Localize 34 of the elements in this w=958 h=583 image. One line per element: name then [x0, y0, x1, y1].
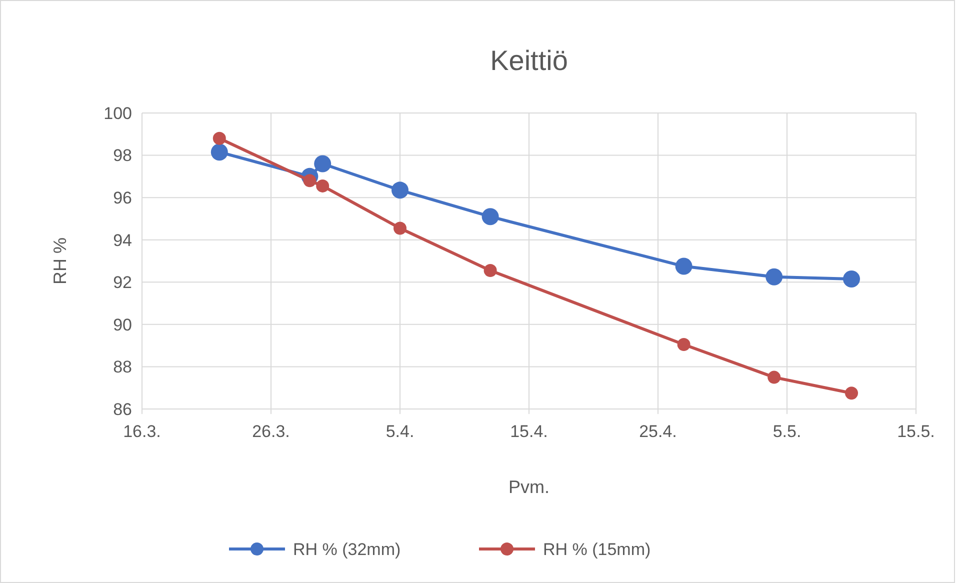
point: [392, 182, 408, 199]
point: [210, 144, 228, 161]
point: [768, 370, 781, 384]
x-axis-title: Pvm.: [508, 477, 550, 497]
x-tick-label: 5.5.: [772, 422, 802, 441]
point: [316, 179, 330, 192]
y-tick-label: 92: [113, 273, 132, 292]
y-tick-label: 98: [113, 146, 132, 166]
y-tick-label: 88: [113, 358, 132, 377]
y-tick-label: 96: [113, 188, 132, 208]
x-tick-label: 5.4.: [386, 422, 414, 441]
y-tick-label: 100: [104, 104, 132, 123]
point: [677, 338, 690, 352]
point: [314, 155, 332, 172]
x-tick-label: 15.4.: [510, 422, 548, 441]
point: [843, 270, 860, 288]
point: [482, 208, 499, 226]
y-tick-label: 90: [113, 315, 132, 334]
point: [394, 222, 406, 235]
legend-label: RH % (32mm): [293, 540, 401, 559]
x-tick-label: 25.4.: [639, 422, 677, 441]
point: [484, 264, 497, 278]
y-axis-title: RH %: [50, 237, 70, 285]
point: [212, 132, 226, 145]
point: [675, 258, 692, 275]
point: [766, 268, 783, 286]
y-tick-label: 94: [113, 230, 132, 250]
chart-title: Keittiö: [490, 45, 568, 76]
legend-label: RH % (15mm): [543, 540, 651, 559]
x-tick-label: 16.3.: [123, 422, 161, 441]
x-tick-label: 26.3.: [252, 422, 290, 441]
point: [845, 386, 858, 400]
y-tick-label: 86: [113, 400, 132, 419]
x-tick-label: 15.5.: [897, 422, 935, 441]
